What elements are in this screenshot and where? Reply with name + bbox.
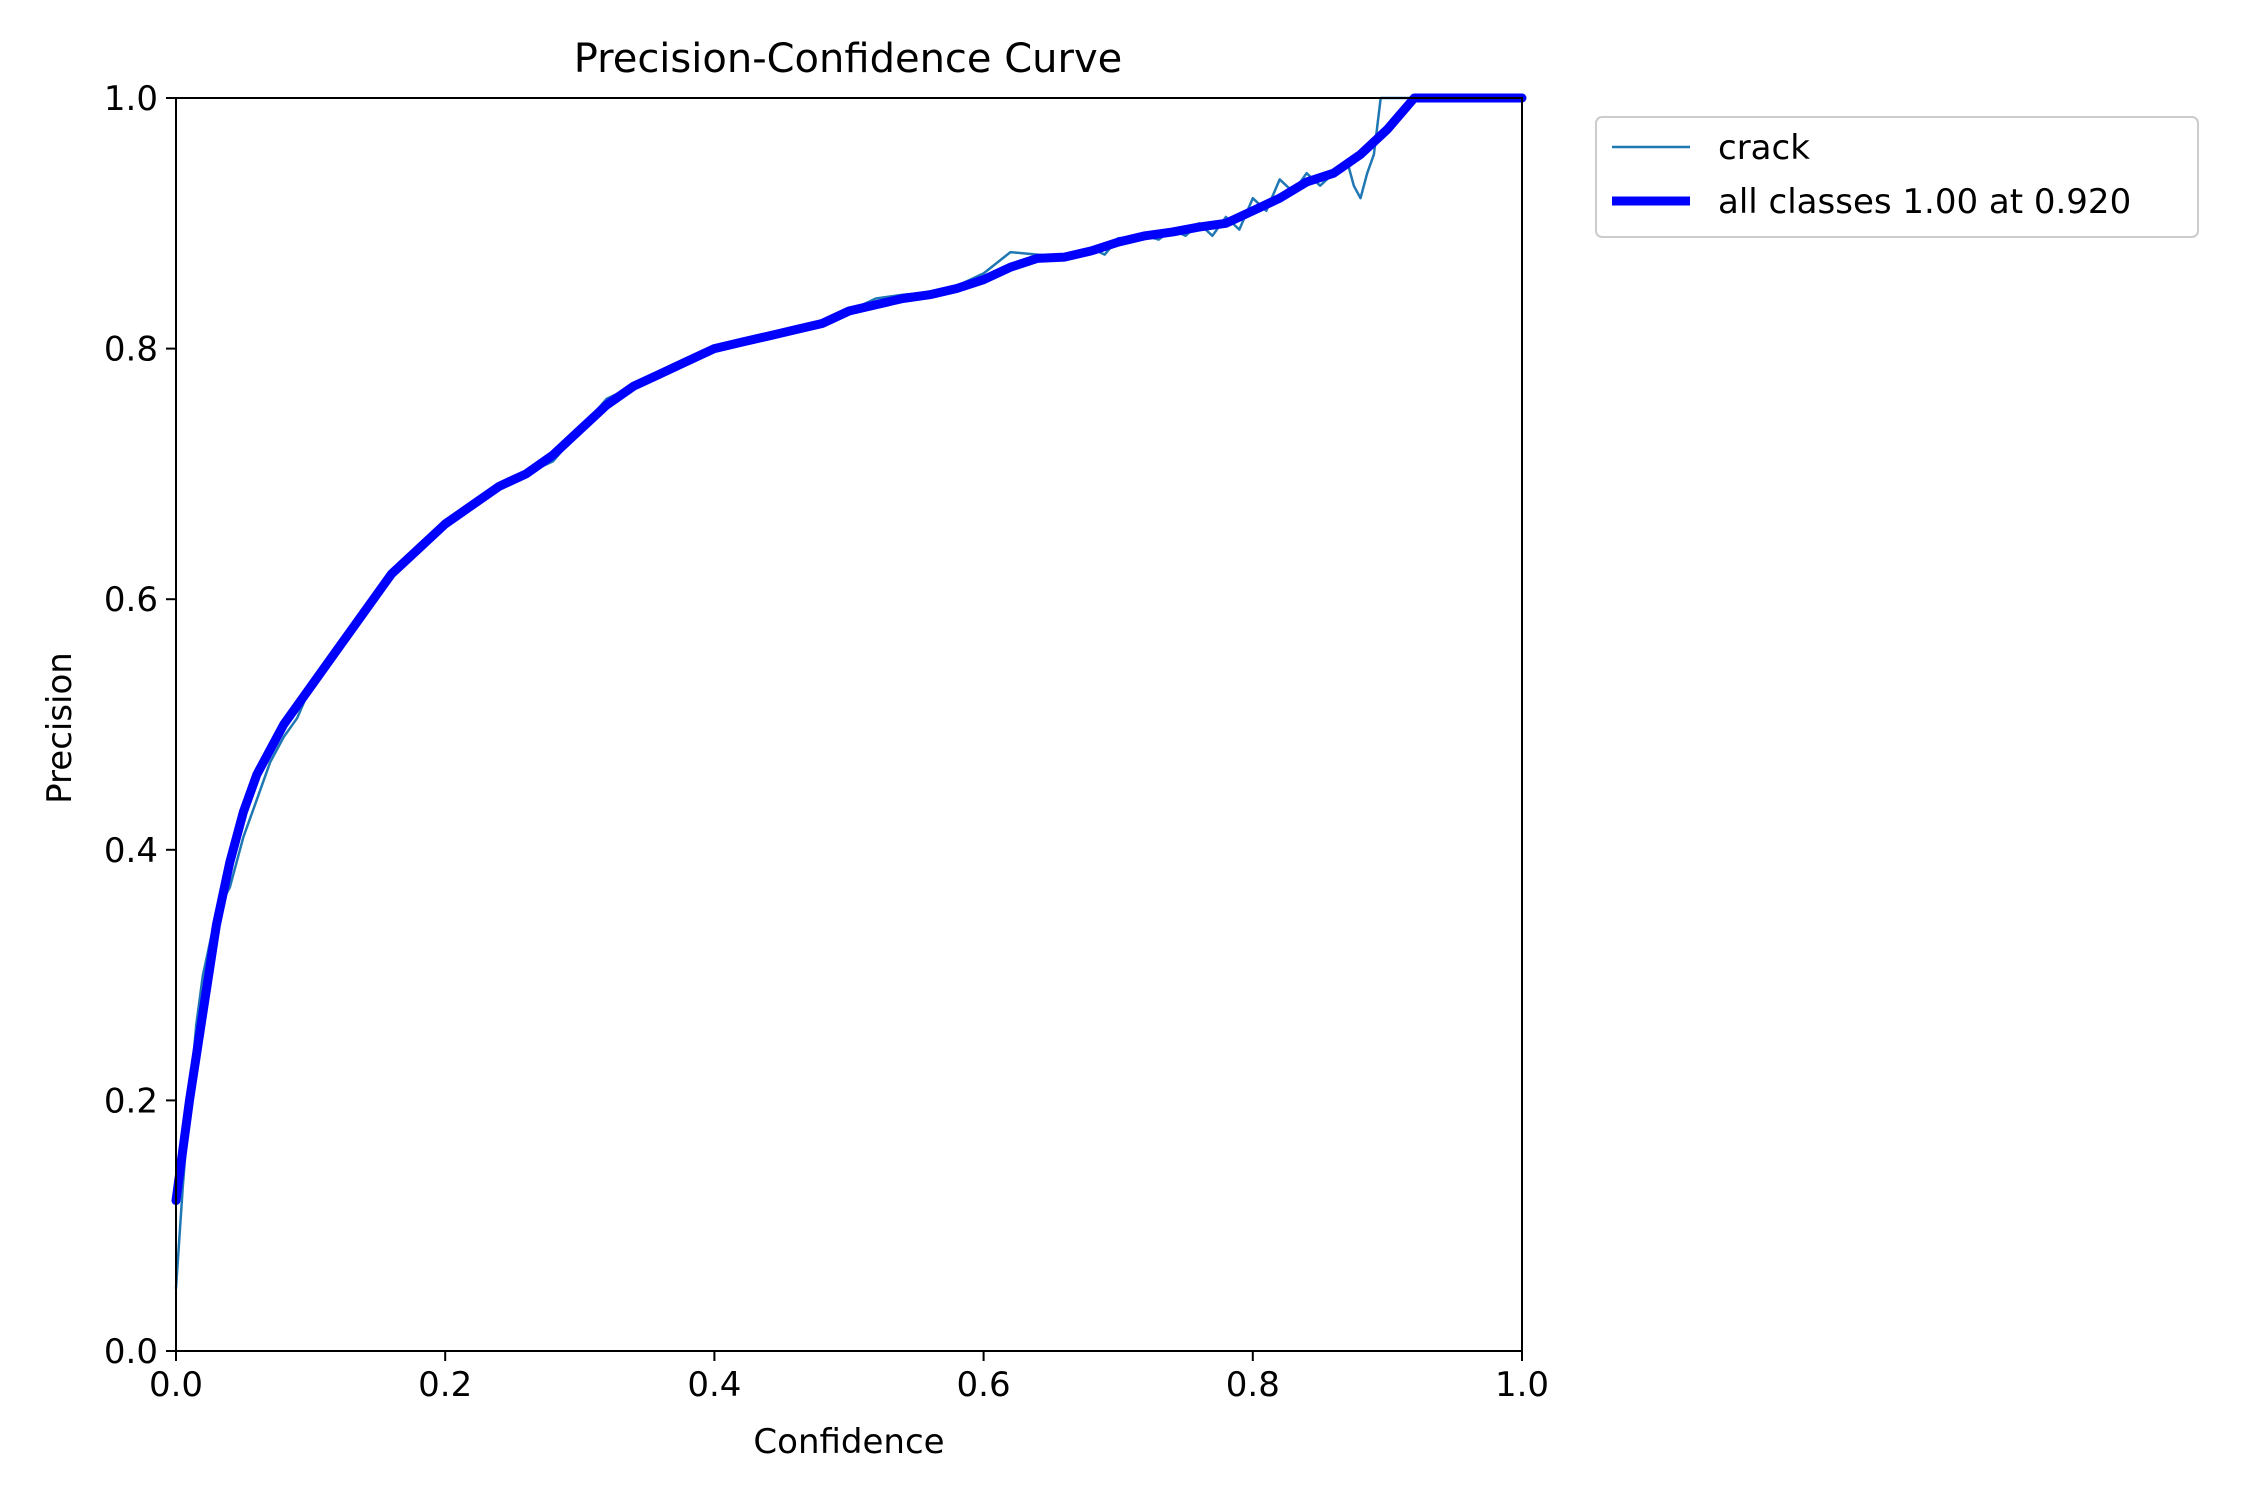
x-tick-label: 0.0 xyxy=(149,1365,203,1405)
chart-title: Precision-Confidence Curve xyxy=(574,36,1123,82)
y-tick-label: 1.0 xyxy=(104,79,158,119)
series-line-all xyxy=(171,93,1527,1206)
y-axis-ticks: 0.0 0.2 0.4 0.6 0.8 1.0 xyxy=(104,79,176,1372)
y-tick-label: 0.2 xyxy=(104,1081,158,1121)
axes-frame xyxy=(175,97,1523,1352)
y-tick-label: 0.8 xyxy=(104,330,158,370)
x-tick-label: 0.6 xyxy=(957,1365,1011,1405)
x-axis-label: Confidence xyxy=(753,1422,944,1462)
x-tick-label: 0.8 xyxy=(1226,1365,1280,1405)
x-tick-label: 0.2 xyxy=(418,1365,472,1405)
legend-label-crack: crack xyxy=(1718,128,1810,168)
y-tick-label: 0.0 xyxy=(104,1332,158,1372)
series-layer xyxy=(171,93,1527,1290)
x-axis-ticks: 0.0 0.2 0.4 0.6 0.8 1.0 xyxy=(149,1351,1549,1405)
y-axis-label: Precision xyxy=(40,652,80,804)
legend-frame xyxy=(1595,116,2199,238)
legend-label-all-classes: all classes 1.00 at 0.920 xyxy=(1718,182,2131,222)
x-tick-label: 1.0 xyxy=(1495,1365,1549,1405)
y-tick-label: 0.4 xyxy=(104,831,158,871)
plot-area xyxy=(171,93,1527,1352)
y-tick-label: 0.6 xyxy=(104,580,158,620)
legend: crack all classes 1.00 at 0.920 xyxy=(1595,116,2199,238)
x-tick-label: 0.4 xyxy=(687,1365,741,1405)
